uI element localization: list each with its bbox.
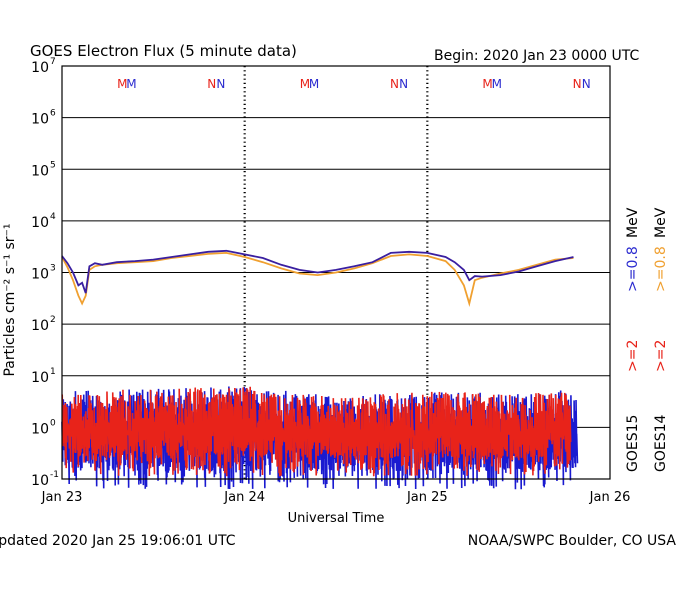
chart-title: GOES Electron Flux (5 minute data): [30, 42, 297, 60]
y-tick-label: 10 1: [31, 367, 56, 386]
orbit-marker: N: [216, 77, 225, 91]
orbit-marker: N: [399, 77, 408, 91]
y-tick-exponent: 3: [50, 264, 56, 274]
y-tick-label: 10 0: [31, 418, 56, 437]
legend-high-energy-label: >=0.8: [653, 246, 669, 292]
legend-high-energy-label: >=0.8: [625, 246, 641, 292]
y-tick-exponent: -1: [50, 470, 59, 480]
legend: GOES15 >=2 >=0.8 MeV GOES14 >=2 >=0.8 MeV: [625, 207, 669, 472]
y-tick-base: 10: [31, 318, 49, 334]
y-tick-base: 10: [31, 370, 49, 386]
orbit-marker: M: [117, 77, 127, 91]
legend-satellite-label: GOES14: [653, 414, 669, 472]
y-tick-base: 10: [31, 473, 49, 489]
x-tick-labels: Jan 23 Jan 24 Jan 25 Jan 26: [41, 490, 631, 505]
x-tick-label: Jan 26: [589, 490, 631, 505]
updated-label: Updated 2020 Jan 25 19:06:01 UTC: [0, 533, 236, 549]
plot-grid: [62, 66, 610, 479]
y-tick-base: 10: [31, 267, 49, 283]
legend-unit-label: MeV: [625, 207, 641, 238]
y-tick-label: 10 -1: [31, 470, 59, 489]
y-tick-exponent: 4: [50, 212, 56, 222]
y-tick-exponent: 6: [50, 109, 56, 119]
orbit-marker: N: [582, 77, 591, 91]
orbit-marker: M: [300, 77, 310, 91]
y-tick-exponent: 1: [50, 367, 56, 377]
orbit-marker: M: [126, 77, 136, 91]
orbit-marker: M: [492, 77, 502, 91]
y-axis-label: Particles cm⁻² s⁻¹ sr⁻¹: [2, 223, 18, 376]
y-tick-label: 10 4: [31, 212, 56, 231]
y-tick-exponent: 5: [50, 160, 56, 170]
x-tick-label: Jan 24: [223, 490, 265, 505]
y-tick-exponent: 0: [50, 418, 56, 428]
y-tick-base: 10: [31, 60, 49, 76]
low-energy-series: [61, 386, 579, 490]
y-tick-base: 10: [31, 163, 49, 179]
plot-frame: [61, 65, 611, 480]
legend-low-energy-label: >=2: [625, 340, 641, 372]
legend-satellite-label: GOES15: [625, 415, 641, 472]
y-tick-label: 10 3: [31, 264, 56, 283]
y-tick-label: 10 2: [31, 315, 56, 334]
legend-low-energy-label: >=2: [653, 340, 669, 372]
x-axis-label: Universal Time: [288, 511, 385, 526]
y-tick-base: 10: [31, 215, 49, 231]
high-energy-series: [61, 249, 574, 307]
orbit-marker: N: [207, 77, 216, 91]
series-line-goes14_high: [61, 251, 574, 307]
orbit-marker: M: [482, 77, 492, 91]
y-tick-base: 10: [31, 421, 49, 437]
series-line-goes14_low: [61, 386, 572, 477]
credit-label: NOAA/SWPC Boulder, CO USA: [468, 533, 677, 549]
orbit-marker: M: [309, 77, 319, 91]
orbit-marker: N: [573, 77, 582, 91]
x-tick-label: Jan 23: [41, 490, 83, 505]
y-tick-label: 10 7: [31, 57, 56, 76]
x-tick-label: Jan 25: [406, 490, 448, 505]
y-tick-exponent: 2: [50, 315, 56, 325]
y-tick-label: 10 6: [31, 109, 56, 128]
y-tick-base: 10: [31, 112, 49, 128]
y-tick-exponent: 7: [50, 57, 56, 67]
legend-unit-label: MeV: [653, 207, 669, 238]
y-tick-label: 10 5: [31, 160, 56, 179]
mn-markers: MM N N MM N N MM N N: [117, 77, 591, 91]
begin-label: Begin: 2020 Jan 23 0000 UTC: [434, 48, 639, 64]
series-line-goes15_high: [61, 249, 574, 294]
orbit-marker: N: [390, 77, 399, 91]
